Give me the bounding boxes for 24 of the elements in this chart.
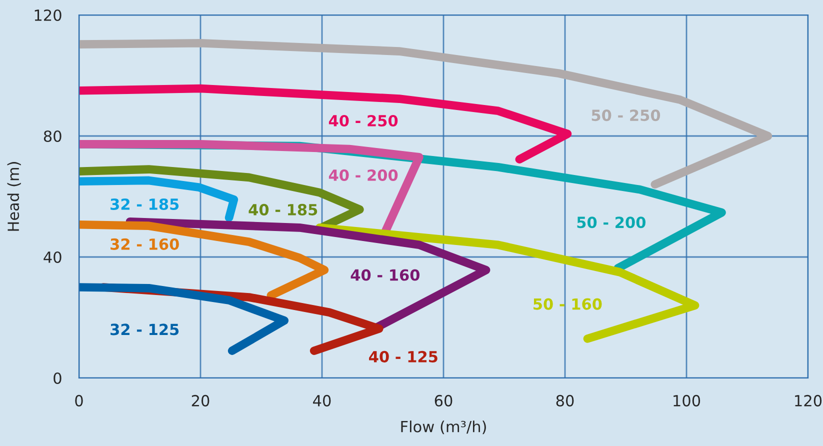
x-tick-label: 100 — [674, 394, 700, 406]
x-tick-label: 0 — [75, 394, 83, 406]
x-tick-label: 80 — [556, 394, 574, 406]
text: 32 - 125 — [110, 324, 179, 336]
series-label: 40 - 250 — [328, 114, 398, 127]
series-label: 50 - 160 — [534, 298, 602, 310]
series-label: 32 - 185 — [110, 198, 179, 210]
series-label: 50 - 250 — [592, 110, 660, 122]
y-tick-label: 120 — [34, 9, 62, 22]
series-label: 32 - 160 — [110, 238, 179, 250]
x-axis-title: Flow (m³/h) — [401, 420, 486, 434]
y-tick-label: 80 — [44, 130, 62, 142]
y-tick-label: 40 — [44, 251, 62, 264]
series-label: 40 - 125 — [369, 350, 438, 362]
series-label: 40 - 200 — [328, 169, 398, 181]
x-tick-label: 120 — [795, 394, 822, 406]
x-tick-label: 20 — [192, 394, 210, 406]
x-tick-label: 40 — [313, 394, 331, 406]
series-label: 40 - 185 — [248, 204, 318, 216]
series-label: 50 - 200 — [577, 216, 646, 228]
y-tick-label: 0 — [54, 372, 62, 384]
y-axis-title: Head (m) — [7, 162, 21, 231]
x-tick-label: 60 — [434, 394, 452, 406]
series-label: 40 - 160 — [350, 269, 420, 281]
